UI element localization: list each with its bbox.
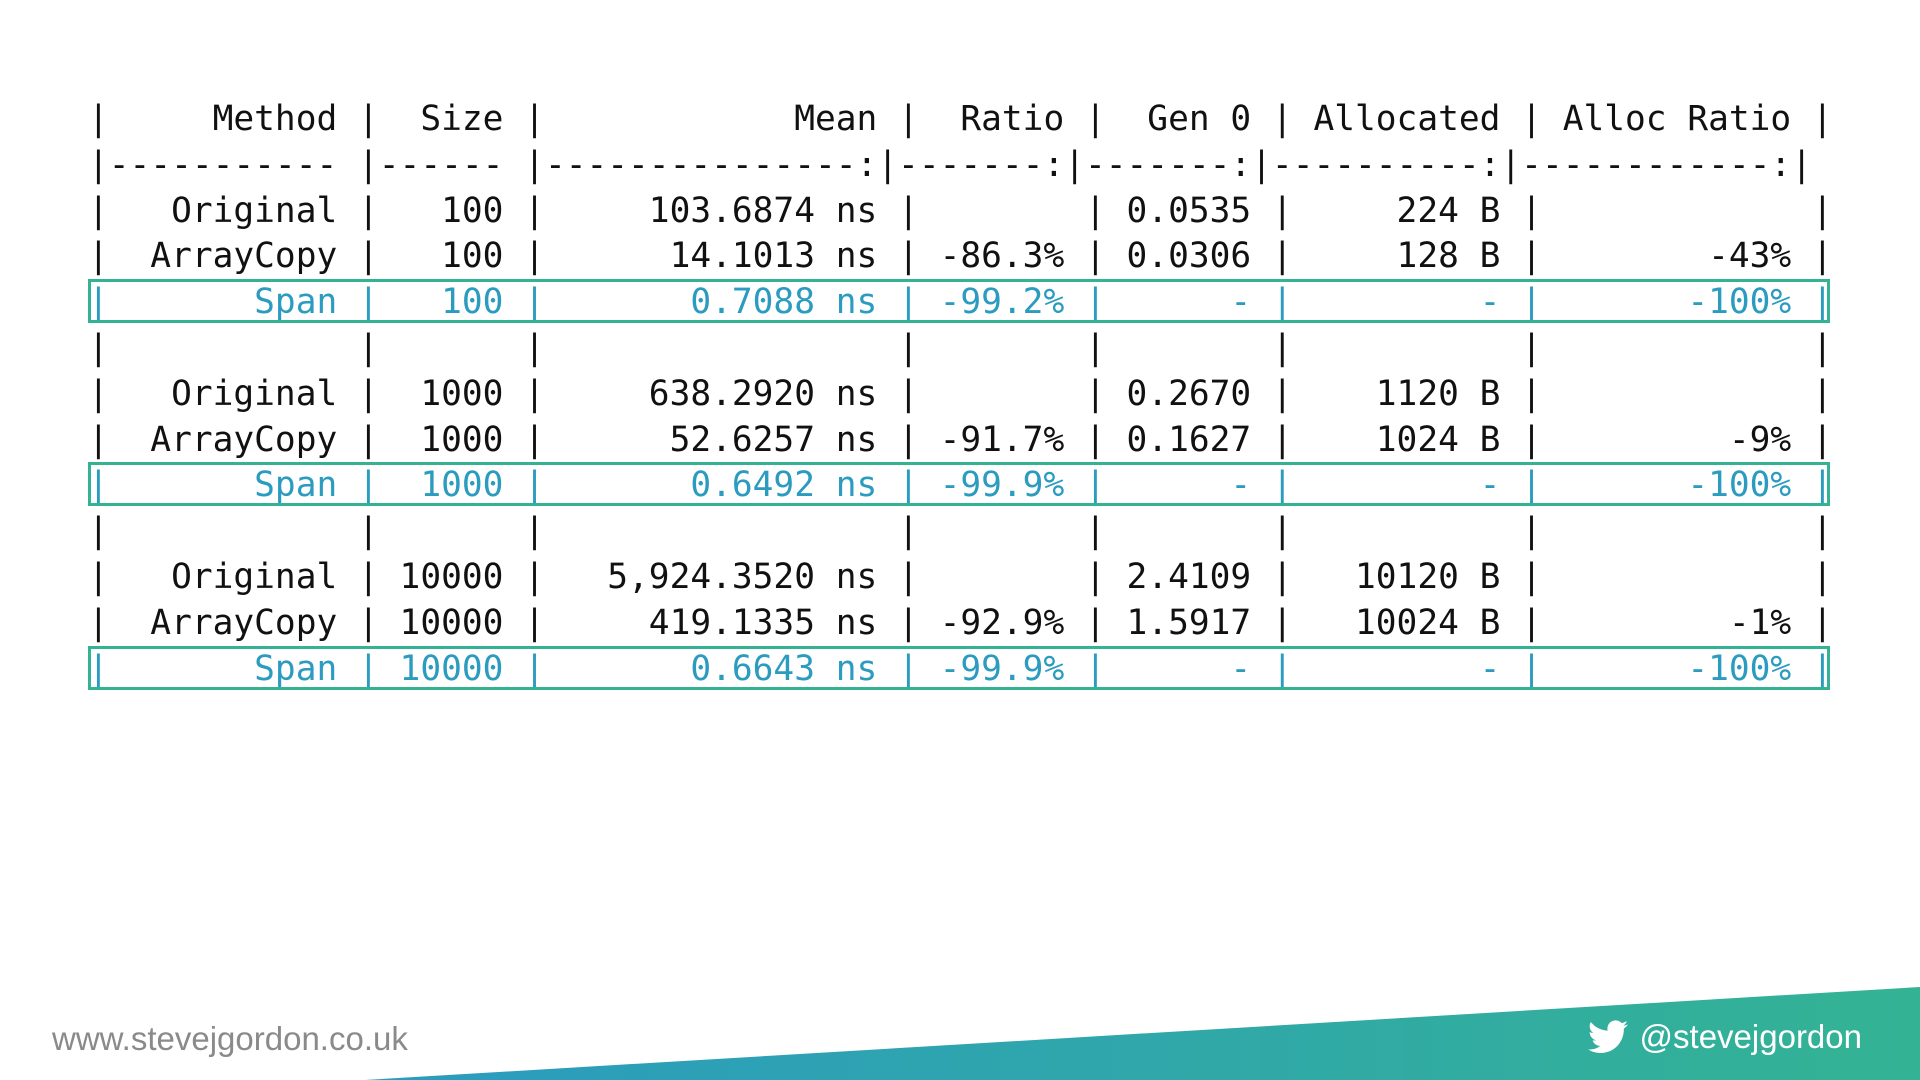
- highlight-box: [88, 645, 1830, 690]
- table-row: | Original | 10000 | 5,924.3520 ns | | 2…: [88, 556, 1833, 597]
- footer-gradient-band: [365, 987, 1920, 1080]
- twitter-bird-icon: [1587, 1020, 1628, 1054]
- table-body: | Original | 100 | 103.6874 ns | | 0.053…: [88, 189, 1833, 693]
- table-row: | | | | | | | |: [88, 327, 1833, 368]
- highlight-box: [88, 279, 1830, 324]
- table-row: | ArrayCopy | 100 | 14.1013 ns | -86.3% …: [88, 236, 1833, 277]
- twitter-link[interactable]: @stevejgordon: [1587, 1018, 1862, 1056]
- benchmark-table: | Method | Size | Mean | Ratio | Gen 0 |…: [88, 97, 1833, 692]
- table-header: | Method | Size | Mean | Ratio | Gen 0 |…: [88, 99, 1833, 139]
- table-row-highlighted: | Span | 100 | 0.7088 ns | -99.2% | - | …: [88, 282, 1833, 323]
- table-row: | ArrayCopy | 1000 | 52.6257 ns | -91.7%…: [88, 419, 1833, 460]
- table-row-highlighted: | Span | 1000 | 0.6492 ns | -99.9% | - |…: [88, 465, 1833, 506]
- twitter-handle: @stevejgordon: [1639, 1018, 1862, 1055]
- table-row: | Original | 100 | 103.6874 ns | | 0.053…: [88, 190, 1833, 231]
- table-row: | ArrayCopy | 10000 | 419.1335 ns | -92.…: [88, 602, 1833, 643]
- website-url[interactable]: www.stevejgordon.co.uk: [52, 1020, 408, 1057]
- table-row: | Original | 1000 | 638.2920 ns | | 0.26…: [88, 373, 1833, 414]
- table-row: | | | | | | | |: [88, 511, 1833, 552]
- table-separator: |----------- |------ |---------------:|-…: [88, 144, 1812, 185]
- highlight-box: [88, 462, 1830, 507]
